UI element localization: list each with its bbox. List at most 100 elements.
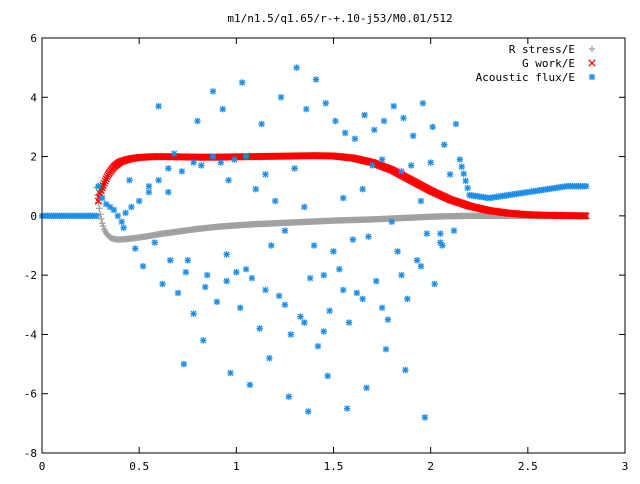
data-point <box>225 177 232 184</box>
data-point <box>301 319 308 326</box>
data-point <box>384 316 392 323</box>
data-point <box>394 248 401 255</box>
data-point <box>363 384 370 391</box>
data-point <box>223 251 230 258</box>
chart-title: m1/n1.5/q1.65/r-+.10-j53/M0.01/512 <box>227 12 452 25</box>
data-point <box>198 162 205 169</box>
data-point <box>437 239 444 246</box>
data-point <box>582 183 590 190</box>
data-point <box>167 257 174 264</box>
y-tick-label: 2 <box>30 151 37 164</box>
data-point <box>460 170 467 177</box>
data-point <box>277 94 285 101</box>
y-tick-label: 0 <box>30 210 37 223</box>
y-tick-label: -6 <box>24 388 37 401</box>
data-point <box>324 372 331 380</box>
data-point <box>103 173 111 181</box>
x-tick-label: 1.5 <box>324 460 344 473</box>
data-point <box>118 218 125 225</box>
data-point <box>246 381 254 389</box>
data-point <box>120 224 127 231</box>
y-tick-label: 6 <box>30 32 37 45</box>
legend-marker <box>588 59 596 67</box>
data-point <box>99 220 106 227</box>
data-point <box>320 271 327 279</box>
data-point <box>100 179 108 187</box>
data-point <box>441 141 448 148</box>
data-point <box>582 212 590 220</box>
series-1 <box>93 184 590 243</box>
data-point <box>213 298 221 306</box>
data-point <box>100 223 107 230</box>
data-point <box>458 163 465 170</box>
data-point <box>581 212 589 220</box>
data-point <box>359 185 366 193</box>
data-point <box>110 206 118 214</box>
data-point <box>98 184 106 192</box>
data-point <box>242 266 250 273</box>
data-point <box>452 120 460 128</box>
data-point <box>114 212 121 220</box>
data-point <box>174 289 182 297</box>
data-point <box>437 230 444 237</box>
data-point <box>359 295 366 303</box>
data-point <box>326 307 333 314</box>
data-point <box>297 313 304 320</box>
data-point <box>165 165 172 172</box>
data-point <box>99 194 106 202</box>
data-point <box>340 286 347 294</box>
data-point <box>322 100 329 107</box>
data-point <box>95 183 102 190</box>
data-point <box>462 177 469 185</box>
data-point <box>233 268 240 276</box>
data-point <box>305 408 312 415</box>
data-point <box>373 277 380 285</box>
data-point <box>200 337 207 344</box>
data-point <box>281 301 289 308</box>
data-point <box>128 203 135 211</box>
data-point <box>380 117 388 125</box>
data-point <box>408 162 415 169</box>
data-point <box>135 197 143 205</box>
data-point <box>340 194 347 202</box>
data-point <box>343 405 351 412</box>
data-point <box>301 203 308 211</box>
data-point <box>258 120 265 128</box>
data-point <box>349 236 357 243</box>
data-point <box>456 156 464 163</box>
data-point <box>151 239 158 246</box>
data-point <box>320 328 327 335</box>
data-point <box>182 268 190 276</box>
data-point <box>312 76 320 83</box>
data-point <box>262 286 269 294</box>
data-point <box>369 162 376 169</box>
data-point <box>126 177 133 184</box>
legend-label: Acoustic flux/E <box>476 71 575 84</box>
data-point <box>351 135 359 142</box>
data-point <box>419 100 427 107</box>
x-tick-label: 0.5 <box>129 460 149 473</box>
data-point <box>388 218 395 225</box>
x-tick-label: 3 <box>622 460 629 473</box>
data-point <box>417 197 425 205</box>
data-point <box>139 263 147 270</box>
data-point <box>427 159 434 166</box>
legend-label: R stress/E <box>509 43 575 56</box>
legend-marker <box>588 45 596 53</box>
data-point <box>132 245 139 252</box>
data-point <box>431 280 438 288</box>
data-point <box>402 366 409 374</box>
data-point <box>145 183 153 190</box>
data-point <box>429 123 436 131</box>
data-point <box>190 310 197 317</box>
data-point <box>345 319 353 326</box>
data-point <box>409 132 417 140</box>
data-point <box>180 360 188 368</box>
data-point <box>170 150 178 157</box>
data-point <box>446 171 454 178</box>
data-point <box>209 88 217 95</box>
data-point <box>102 200 110 208</box>
